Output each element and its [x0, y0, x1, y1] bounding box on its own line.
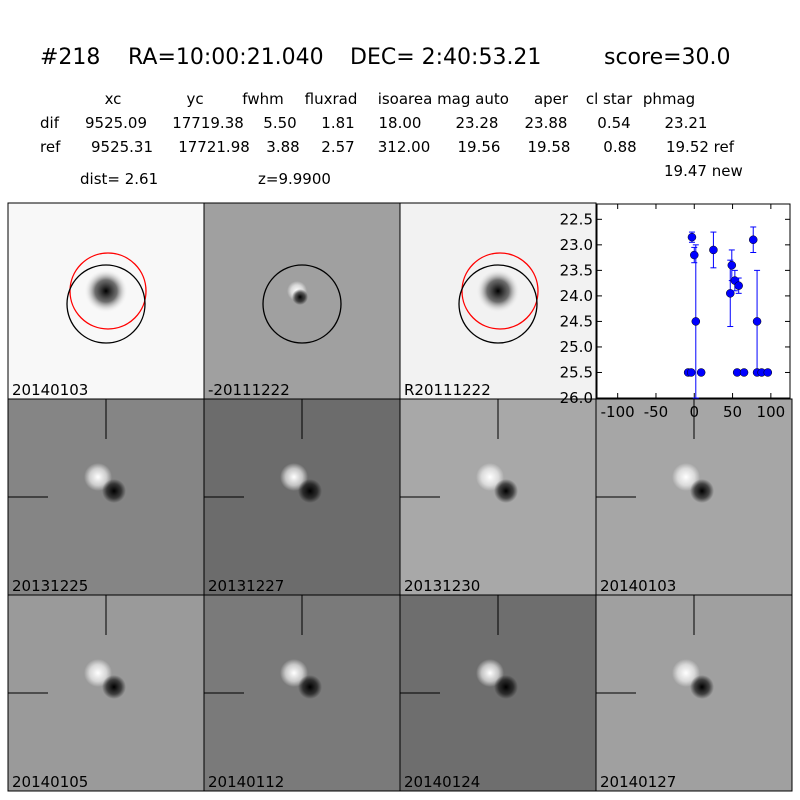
y-tick-label: 24.0: [560, 287, 593, 305]
ra: RA=10:00:21.040: [128, 45, 324, 70]
column-header: cl star: [586, 90, 633, 108]
data-point: [687, 232, 697, 242]
data-point: [727, 261, 737, 270]
stamp-label: -20111222: [208, 381, 290, 399]
aperture-ref: [461, 252, 539, 330]
data-point: [739, 368, 749, 377]
x-tick-label: -100: [601, 403, 635, 421]
aperture: [458, 264, 538, 344]
data-point: [748, 235, 758, 244]
blob: [690, 675, 714, 699]
data-point: [709, 245, 718, 255]
blob: [494, 675, 518, 699]
table-cell: 23.21: [665, 114, 708, 132]
data-point: [686, 368, 696, 377]
data-point: [752, 317, 762, 326]
table-cell: 23.88: [525, 114, 568, 132]
column-header: mag auto: [437, 90, 509, 108]
table-cell: 9525.31: [91, 138, 153, 156]
new-mag: 19.47 new: [664, 162, 743, 180]
stamp-label: 20131227: [208, 577, 284, 595]
stamp-label: R20111222: [404, 381, 491, 399]
stamp-label: 20131225: [12, 577, 88, 595]
blob: [298, 675, 322, 699]
stamp-label: 20140105: [12, 773, 88, 791]
source: [84, 269, 128, 313]
table-cell: 19.58: [528, 138, 571, 156]
table-cell: 0.88: [603, 138, 636, 156]
x-tick-label: 50: [723, 403, 742, 421]
table-cell: 18.00: [379, 114, 422, 132]
row-label: dif: [40, 114, 60, 132]
dist: dist= 2.61: [80, 170, 158, 188]
data-point: [690, 250, 699, 260]
x-tick-label: 0: [689, 403, 699, 421]
stamp-label: 20140124: [404, 773, 480, 791]
dec: DEC= 2:40:53.21: [350, 45, 541, 70]
table-cell: 312.00: [378, 138, 431, 156]
blob: [298, 479, 322, 503]
table-cell: 0.54: [597, 114, 630, 132]
stamp-label: 20140103: [12, 381, 88, 399]
row-label: ref: [40, 138, 61, 156]
light-curve: 22.5 23.0 23.5 24.0 24.5 25.0 25.5 26.0 -100 -50 0…: [560, 203, 791, 421]
table-cell: 23.28: [456, 114, 499, 132]
blob: [494, 479, 518, 503]
data-point: [734, 281, 743, 290]
aperture: [262, 264, 342, 344]
stamps: 20140103 -20111222 R20111222 20131225 201312…: [7, 202, 793, 792]
blob: [102, 675, 126, 699]
stamp-label: 20140112: [208, 773, 284, 791]
column-header: yc: [186, 90, 203, 108]
x-tick-label: -50: [644, 403, 669, 421]
table-cell: 19.52 ref: [666, 138, 735, 156]
column-header: isoarea: [378, 90, 433, 108]
table-cell: 17719.38: [172, 114, 244, 132]
source: [476, 269, 520, 313]
blob: [690, 479, 714, 503]
y-tick-label: 24.5: [560, 312, 593, 330]
redshift: z=9.9900: [258, 170, 331, 188]
y-tick-label: 22.5: [560, 210, 593, 228]
y-tick-label: 25.0: [560, 338, 593, 356]
data-point: [763, 368, 773, 377]
y-tick-label: 26.0: [560, 389, 593, 407]
aperture-ref: [69, 252, 147, 330]
x-tick-label: 100: [757, 403, 786, 421]
table-cell: 2.57: [321, 138, 354, 156]
table-cell: 5.50: [263, 114, 296, 132]
blob: [102, 479, 126, 503]
data-point: [691, 317, 701, 326]
column-header: phmag: [643, 90, 695, 108]
column-header: fwhm: [242, 90, 283, 108]
table-cell: 3.88: [266, 138, 299, 156]
blob: [292, 289, 308, 305]
column-header: aper: [534, 90, 569, 108]
y-tick-label: 25.5: [560, 363, 593, 381]
column-header: xc: [105, 90, 122, 108]
score: score=30.0: [604, 45, 731, 70]
y-tick-label: 23.0: [560, 236, 593, 254]
stamp-label: 20140127: [600, 773, 676, 791]
y-tick-label: 23.5: [560, 261, 593, 279]
data-point: [726, 289, 735, 298]
table-cell: 19.56: [458, 138, 501, 156]
aperture: [66, 264, 146, 344]
column-header: fluxrad: [305, 90, 358, 108]
data-point: [696, 368, 706, 377]
table-cell: 1.81: [321, 114, 354, 132]
candidate-id: #218: [40, 45, 100, 70]
stamp-label: 20131230: [404, 577, 480, 595]
table-cell: 17721.98: [178, 138, 250, 156]
stamp-label: 20140103: [600, 577, 676, 595]
table-cell: 9525.09: [85, 114, 147, 132]
